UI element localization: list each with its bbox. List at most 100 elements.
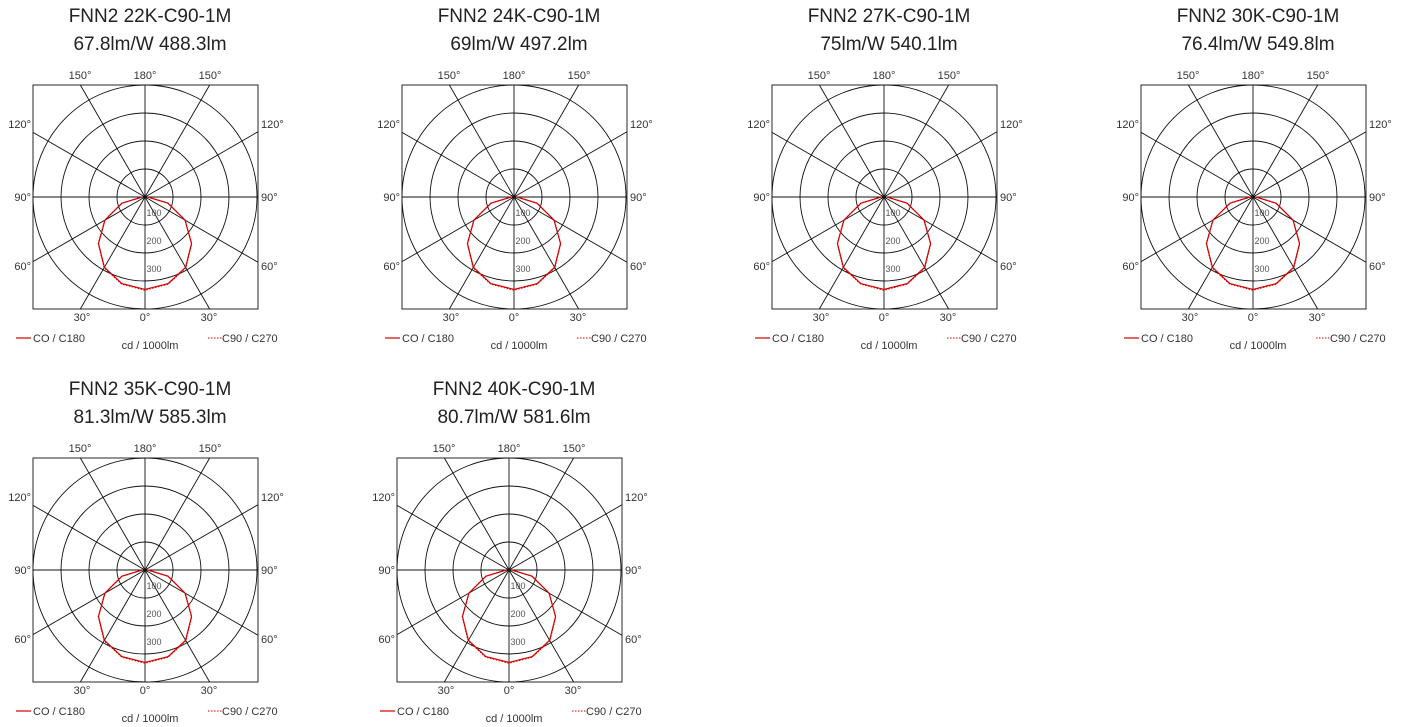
angle-label: 30° bbox=[940, 312, 957, 324]
ring-label: 200 bbox=[146, 609, 161, 619]
chart-title: FNN2 40K-C90-1M bbox=[432, 379, 596, 400]
grid-spoke bbox=[883, 196, 998, 263]
angle-label: 180° bbox=[873, 70, 896, 82]
ring-label: 100 bbox=[146, 208, 161, 218]
legend-c90-label: C90 / C270 bbox=[961, 333, 1017, 345]
angle-label: 60° bbox=[261, 261, 278, 273]
angle-label: 30° bbox=[570, 312, 587, 324]
angle-label: 90° bbox=[383, 192, 400, 204]
grid-spoke bbox=[144, 196, 211, 310]
grid-spoke bbox=[1252, 84, 1319, 198]
polar-panel-2: FNN2 24K-C90-1M 69lm/W 497.2lm 100 200 300… bbox=[369, 0, 669, 352]
angle-label: 0° bbox=[879, 312, 890, 324]
angle-label: 30° bbox=[565, 685, 582, 697]
legend-c90-label: C90 / C270 bbox=[586, 706, 642, 718]
c90-c270-curve bbox=[1205, 196, 1301, 291]
polar-plot: 100 200 300 150° 180° 150° 120° 120° 90° 90° 60° 60… bbox=[8, 70, 284, 352]
grid-spoke bbox=[396, 569, 510, 636]
grid-spoke bbox=[508, 569, 575, 683]
angle-label: 0° bbox=[509, 312, 520, 324]
angle-label: 30° bbox=[201, 685, 218, 697]
angle-label: 60° bbox=[14, 261, 31, 273]
grid-spoke bbox=[144, 131, 259, 198]
grid-spoke bbox=[79, 569, 146, 683]
angle-label: 150° bbox=[1307, 70, 1330, 82]
legend-c0-label: CO / C180 bbox=[1141, 333, 1193, 345]
chart-subtitle: 75lm/W 540.1lm bbox=[820, 34, 958, 55]
angle-label: 60° bbox=[1000, 261, 1017, 273]
chart-subtitle: 67.8lm/W 488.3lm bbox=[73, 34, 227, 55]
legend-c0-label: CO / C180 bbox=[33, 333, 85, 345]
legend-c90-label: C90 / C270 bbox=[222, 706, 278, 718]
polar-plot: 100 200 300 150° 180° 150° 120° 120° 90° 90° 60° 60… bbox=[747, 70, 1023, 352]
angle-label: 60° bbox=[261, 634, 278, 646]
angle-label: 90° bbox=[1369, 192, 1386, 204]
grid-spoke bbox=[144, 504, 259, 571]
chart-title: FNN2 24K-C90-1M bbox=[437, 6, 601, 27]
radial-unit-label: cd / 1000lm bbox=[486, 713, 543, 725]
angle-label: 120° bbox=[747, 119, 770, 131]
legend-c0-label: CO / C180 bbox=[402, 333, 454, 345]
angle-label: 150° bbox=[808, 70, 831, 82]
grid-spoke bbox=[883, 131, 998, 198]
angle-label: 120° bbox=[1000, 119, 1023, 131]
angle-label: 120° bbox=[625, 492, 648, 504]
angle-label: 30° bbox=[74, 685, 91, 697]
grid-spoke bbox=[1252, 131, 1367, 198]
grid-spoke bbox=[1187, 84, 1254, 198]
angle-label: 150° bbox=[433, 443, 456, 455]
ring-label: 300 bbox=[146, 637, 161, 647]
grid-spoke bbox=[771, 196, 885, 263]
grid-spoke bbox=[32, 569, 146, 636]
polar-panel-5: FNN2 35K-C90-1M 81.3lm/W 585.3lm 100 200 3… bbox=[0, 373, 300, 725]
ring-label: 200 bbox=[885, 236, 900, 246]
angle-label: 120° bbox=[1369, 119, 1392, 131]
grid-spoke bbox=[448, 84, 515, 198]
ring-label: 200 bbox=[515, 236, 530, 246]
grid-spoke bbox=[508, 569, 623, 636]
angle-label: 30° bbox=[201, 312, 218, 324]
c90-c270-curve bbox=[836, 196, 932, 291]
polar-panel-6: FNN2 40K-C90-1M 80.7lm/W 581.6lm 100 200 3… bbox=[364, 373, 664, 725]
radial-unit-label: cd / 1000lm bbox=[122, 340, 179, 352]
angle-label: 90° bbox=[378, 565, 395, 577]
grid-spoke bbox=[443, 457, 510, 571]
grid-spoke bbox=[443, 569, 510, 683]
angle-label: 150° bbox=[568, 70, 591, 82]
grid-spoke bbox=[448, 196, 515, 310]
chart-subtitle: 76.4lm/W 549.8lm bbox=[1181, 34, 1335, 55]
angle-label: 120° bbox=[372, 492, 395, 504]
grid-spoke bbox=[396, 504, 510, 571]
ring-label: 200 bbox=[1254, 236, 1269, 246]
grid-spoke bbox=[144, 84, 211, 198]
angle-label: 90° bbox=[14, 192, 31, 204]
chart-title: FNN2 30K-C90-1M bbox=[1176, 6, 1340, 27]
angle-label: 30° bbox=[443, 312, 460, 324]
angle-label: 90° bbox=[630, 192, 647, 204]
grid-spoke bbox=[32, 504, 146, 571]
chart-subtitle: 81.3lm/W 585.3lm bbox=[73, 407, 227, 428]
grid-spoke bbox=[144, 196, 259, 263]
grid-spoke bbox=[1252, 196, 1319, 310]
angle-label: 0° bbox=[140, 312, 151, 324]
ring-label: 100 bbox=[515, 208, 530, 218]
grid-spoke bbox=[401, 196, 515, 263]
angle-label: 150° bbox=[199, 443, 222, 455]
grid-spoke bbox=[1140, 196, 1254, 263]
c90-c270-curve bbox=[97, 569, 193, 664]
legend-c90-label: C90 / C270 bbox=[1330, 333, 1386, 345]
angle-label: 150° bbox=[69, 70, 92, 82]
angle-label: 150° bbox=[438, 70, 461, 82]
legend-c0-label: CO / C180 bbox=[33, 706, 85, 718]
grid-spoke bbox=[508, 457, 575, 571]
grid-spoke bbox=[883, 196, 950, 310]
grid-spoke bbox=[32, 131, 146, 198]
grid-spoke bbox=[883, 84, 950, 198]
angle-label: 30° bbox=[1182, 312, 1199, 324]
angle-label: 120° bbox=[8, 119, 31, 131]
grid-spoke bbox=[79, 84, 146, 198]
grid-spoke bbox=[79, 196, 146, 310]
ring-label: 200 bbox=[510, 609, 525, 619]
angle-label: 0° bbox=[1248, 312, 1259, 324]
ring-label: 300 bbox=[885, 264, 900, 274]
